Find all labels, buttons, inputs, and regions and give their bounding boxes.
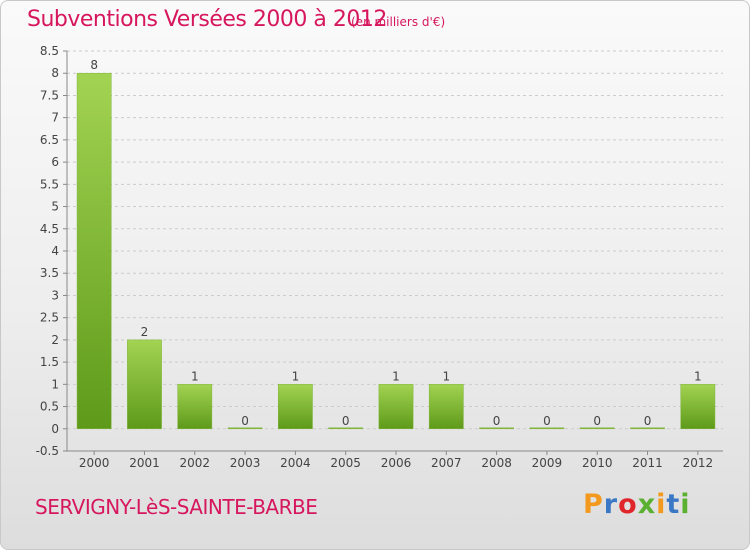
x-tick-label-2005: 2005 — [330, 456, 361, 470]
logo-letter: o — [618, 489, 638, 520]
y-tick-label: 5 — [51, 200, 59, 214]
data-label-2004: 1 — [292, 369, 300, 383]
bar-2009 — [529, 427, 565, 430]
y-tick-label: 8 — [51, 66, 59, 80]
x-tick-label-2003: 2003 — [230, 456, 261, 470]
x-tick-label-2010: 2010 — [582, 456, 613, 470]
chart-title: Subventions Versées 2000 à 2012 — [27, 7, 387, 32]
data-label-2009: 0 — [543, 414, 551, 428]
bar-2000 — [76, 72, 112, 430]
y-tick-label: 8.5 — [40, 44, 59, 58]
y-tick-label: 0 — [51, 422, 59, 436]
axes — [63, 50, 723, 455]
logo-letter: P — [583, 489, 604, 520]
y-tick-label: 3.5 — [40, 266, 59, 280]
y-tick-label: 6.5 — [40, 133, 59, 147]
bar-2006 — [378, 384, 414, 430]
proxiti-logo[interactable]: Proxiti — [583, 489, 691, 520]
y-tick-label: 5.5 — [40, 177, 59, 191]
y-tick-label: -0.5 — [36, 444, 59, 458]
logo-letter: i — [656, 489, 667, 520]
data-label-2002: 1 — [191, 369, 199, 383]
x-tick-label-2008: 2008 — [481, 456, 512, 470]
x-tick-label-2006: 2006 — [381, 456, 412, 470]
data-label-2012: 1 — [694, 369, 702, 383]
x-tick-label-2004: 2004 — [280, 456, 311, 470]
bar-2011 — [630, 427, 665, 430]
logo-letter: r — [603, 489, 619, 520]
y-tick-label: 7 — [51, 111, 59, 125]
y-tick-label: 2 — [51, 333, 59, 347]
data-label-2006: 1 — [392, 369, 400, 383]
bars — [76, 72, 716, 430]
y-tick-label: 3 — [51, 288, 59, 302]
bar-2003 — [227, 427, 263, 430]
data-label-2000: 8 — [90, 58, 98, 72]
y-tick-label: 2.5 — [40, 311, 59, 325]
bar-2007 — [428, 384, 464, 430]
y-tick-label: 4.5 — [40, 222, 59, 236]
x-tick-label-2011: 2011 — [632, 456, 663, 470]
data-label-2001: 2 — [141, 325, 149, 339]
bar-2012 — [680, 384, 716, 430]
y-tick-label: 1.5 — [40, 355, 59, 369]
x-tick-label-2002: 2002 — [179, 456, 210, 470]
bar-2004 — [278, 384, 313, 430]
y-tick-label: 0.5 — [40, 400, 59, 414]
place-name: SERVIGNY-LèS-SAINTE-BARBE — [35, 495, 318, 519]
x-tick-label-2000: 2000 — [79, 456, 110, 470]
data-label-2011: 0 — [644, 414, 652, 428]
data-label-2003: 0 — [241, 414, 249, 428]
y-tick-label: 6 — [51, 155, 59, 169]
bar-2005 — [328, 427, 364, 430]
x-tick-label-2007: 2007 — [431, 456, 462, 470]
y-tick-label: 7.5 — [40, 88, 59, 102]
chart-subtitle: (en milliers d'€) — [351, 15, 446, 29]
data-label-2005: 0 — [342, 414, 350, 428]
bar-2002 — [177, 384, 213, 430]
bar-2010 — [579, 427, 615, 430]
bar-2008 — [479, 427, 514, 430]
logo-letter: i — [680, 489, 691, 520]
logo-letter: t — [666, 489, 681, 520]
data-label-2008: 0 — [493, 414, 501, 428]
y-tick-label: 1 — [51, 377, 59, 391]
x-tick-label-2009: 2009 — [532, 456, 563, 470]
data-label-2010: 0 — [593, 414, 601, 428]
x-tick-label-2012: 2012 — [683, 456, 714, 470]
logo-letter: x — [637, 489, 657, 520]
y-tick-label: 4 — [51, 244, 59, 258]
bar-2001 — [127, 339, 162, 430]
x-tick-label-2001: 2001 — [129, 456, 160, 470]
data-label-2007: 1 — [442, 369, 450, 383]
labels: -0.5 0 0.5 1 1.5 2 2.5 3 3.5 4 4.5 5 5.5 6 6.5 7 7.5 8 8.5… — [36, 44, 714, 470]
